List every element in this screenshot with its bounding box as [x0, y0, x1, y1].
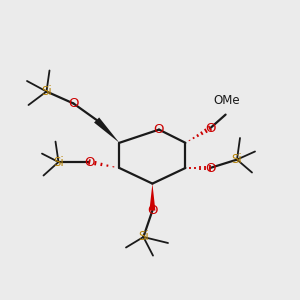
- Text: Si: Si: [138, 230, 149, 244]
- Text: O: O: [154, 123, 164, 136]
- Text: O: O: [68, 97, 79, 110]
- Text: O: O: [205, 122, 215, 135]
- Text: O: O: [84, 155, 95, 169]
- Text: Si: Si: [232, 153, 242, 166]
- Polygon shape: [94, 118, 119, 143]
- Polygon shape: [149, 184, 155, 211]
- Text: Si: Si: [41, 85, 52, 98]
- Text: Si: Si: [53, 155, 64, 169]
- Text: O: O: [147, 204, 158, 217]
- Text: OMe: OMe: [213, 94, 239, 107]
- Text: O: O: [205, 161, 215, 175]
